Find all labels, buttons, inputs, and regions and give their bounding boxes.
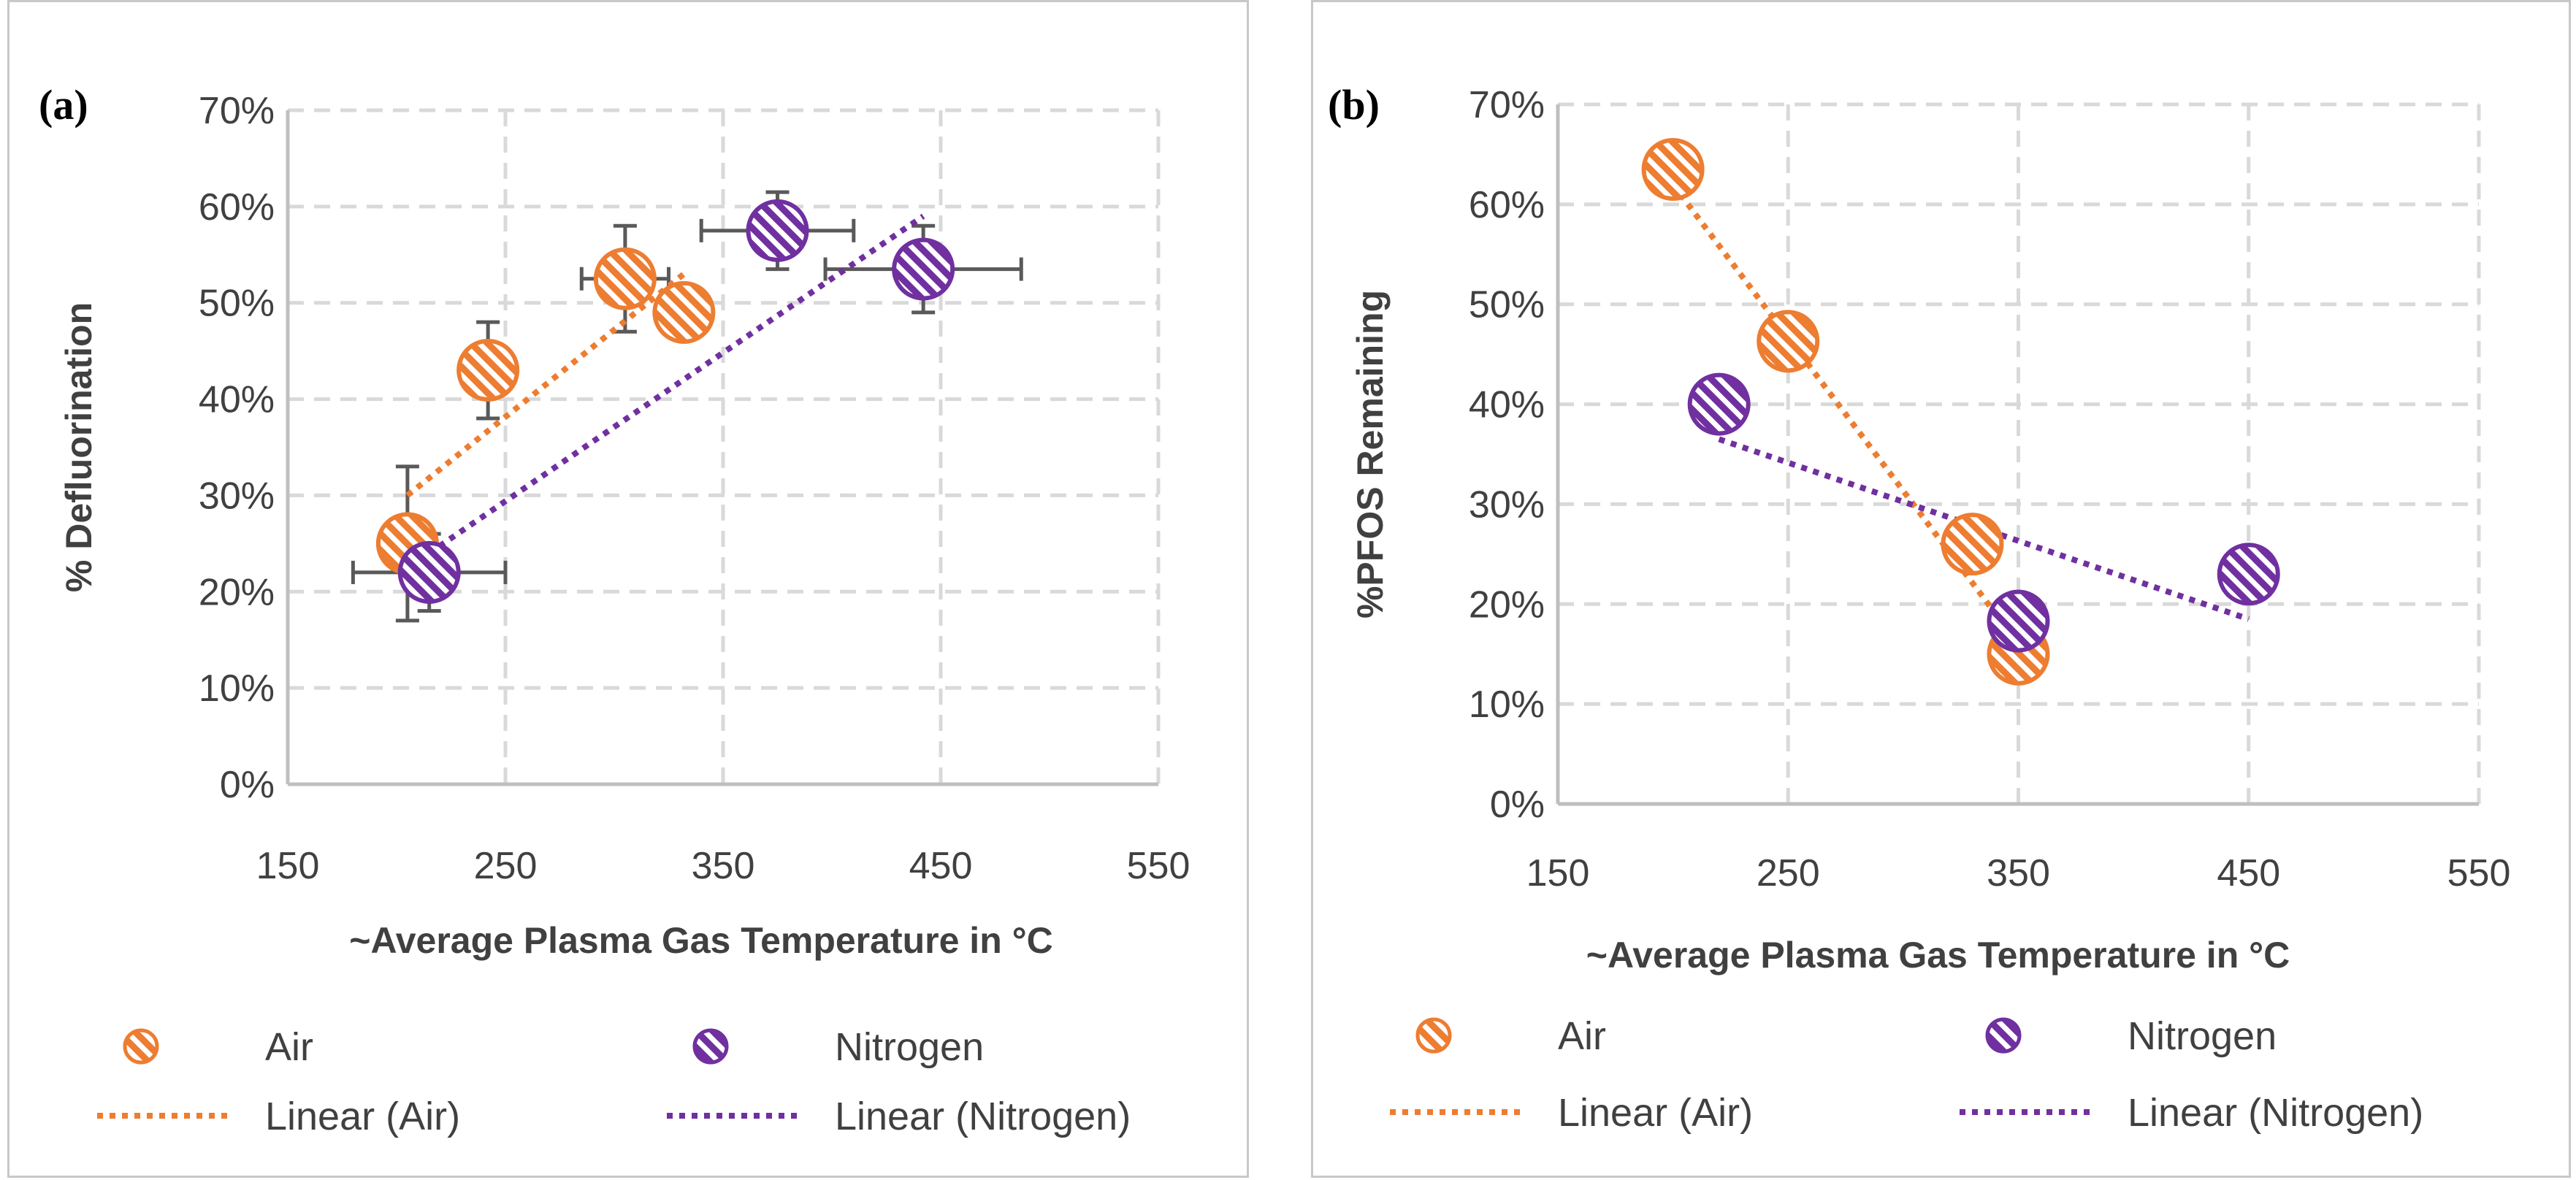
- chart-a-svg: 0% 10% 20% 30% 40% 50% 60% 70% 150 250 350 450 550 ~A…: [39, 81, 1190, 1138]
- y-tick-label: 20%: [1469, 583, 1545, 626]
- y-tick-label: 60%: [199, 186, 275, 229]
- y-tick-label: 60%: [1469, 184, 1545, 226]
- nitrogen-point: [746, 199, 809, 262]
- legend-marker-nitrogen: [1985, 1017, 2022, 1054]
- legend-marker-nitrogen: [692, 1028, 729, 1065]
- x-tick-label: 150: [1526, 852, 1590, 894]
- air-point: [652, 280, 716, 344]
- y-tick-label: 70%: [1469, 84, 1545, 126]
- air-point: [1941, 513, 2004, 576]
- nitrogen-point: [1987, 589, 2050, 653]
- x-tick-label: 450: [909, 845, 973, 887]
- x-tick-label: 350: [692, 845, 755, 887]
- chart-panel-a: 0% 10% 20% 30% 40% 50% 60% 70% 150 250 350 450 550 ~A…: [7, 0, 1249, 1178]
- legend-label: Air: [265, 1025, 313, 1069]
- trendline-air: [405, 272, 686, 498]
- x-axis-title: ~Average Plasma Gas Temperature in °C: [349, 920, 1052, 961]
- legend-marker-air: [1415, 1017, 1452, 1054]
- x-tick-label: 350: [1987, 852, 2050, 894]
- y-tick-label: 0%: [1490, 784, 1545, 826]
- panel-label: (a): [39, 81, 88, 129]
- x-tick-label: 150: [256, 845, 320, 887]
- legend-label: Nitrogen: [835, 1025, 984, 1069]
- chart-b-svg: 0% 10% 20% 30% 40% 50% 60% 70% 150 250 350 450 550 ~A…: [1328, 81, 2511, 1135]
- nitrogen-point: [397, 540, 461, 604]
- x-tick-label: 550: [2447, 852, 2511, 894]
- legend-label: Linear (Nitrogen): [2128, 1091, 2423, 1135]
- y-tick-label: 10%: [1469, 683, 1545, 726]
- panel-label: (b): [1328, 81, 1380, 129]
- legend-label: Linear (Air): [1558, 1091, 1753, 1135]
- y-axis-title: % Defluorination: [58, 302, 99, 592]
- legend-label: Air: [1558, 1014, 1606, 1058]
- x-tick-label: 550: [1127, 845, 1190, 887]
- air-point: [1641, 137, 1705, 201]
- trendline-nitrogen: [427, 213, 925, 556]
- y-axis-title: %PFOS Remaining: [1350, 290, 1391, 618]
- legend-label: Linear (Nitrogen): [835, 1095, 1131, 1138]
- legend-label: Linear (Air): [265, 1095, 460, 1138]
- legend-marker-air: [123, 1028, 159, 1065]
- x-tick-label: 250: [1757, 852, 1820, 894]
- x-axis-title: ~Average Plasma Gas Temperature in °C: [1586, 935, 2290, 976]
- air-point: [1757, 310, 1820, 373]
- legend-label: Nitrogen: [2128, 1014, 2277, 1058]
- x-tick-label: 250: [474, 845, 538, 887]
- y-tick-label: 30%: [199, 475, 275, 517]
- y-tick-label: 10%: [199, 667, 275, 710]
- y-tick-label: 70%: [199, 90, 275, 132]
- chart-panel-b: 0% 10% 20% 30% 40% 50% 60% 70% 150 250 350 450 550 ~A…: [1311, 0, 2571, 1178]
- y-tick-label: 20%: [199, 571, 275, 613]
- air-point: [593, 247, 657, 310]
- y-tick-label: 30%: [1469, 483, 1545, 526]
- nitrogen-point: [892, 237, 955, 301]
- nitrogen-point: [1687, 372, 1751, 436]
- y-tick-label: 50%: [199, 283, 275, 325]
- trendline-air: [1670, 183, 2021, 646]
- y-tick-label: 40%: [199, 379, 275, 421]
- y-tick-label: 40%: [1469, 384, 1545, 426]
- nitrogen-point: [2217, 543, 2280, 606]
- y-tick-label: 50%: [1469, 284, 1545, 326]
- x-tick-label: 450: [2217, 852, 2280, 894]
- y-tick-label: 0%: [220, 764, 275, 806]
- air-point: [456, 339, 520, 402]
